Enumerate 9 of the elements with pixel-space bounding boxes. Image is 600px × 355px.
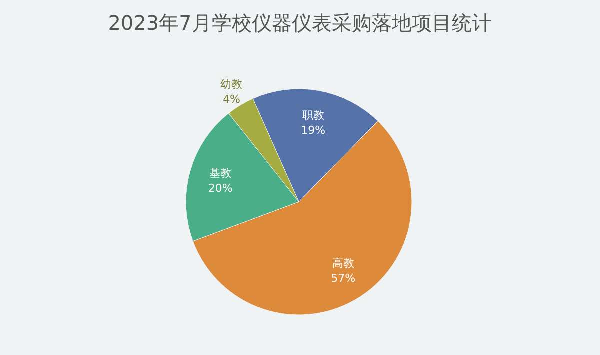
data-label: 57% (331, 272, 356, 286)
slice-label: 职教 (302, 108, 324, 122)
chart-title: 2023年7月学校仪器仪表采购落地项目统计 (108, 11, 492, 35)
slice-label: 高教 (332, 257, 354, 270)
data-label: 19% (301, 124, 326, 137)
data-label: 4% (222, 92, 240, 106)
data-label: 20% (208, 182, 233, 196)
slice-label: 幼教 (220, 78, 243, 91)
slice-label: 基教 (210, 167, 232, 180)
